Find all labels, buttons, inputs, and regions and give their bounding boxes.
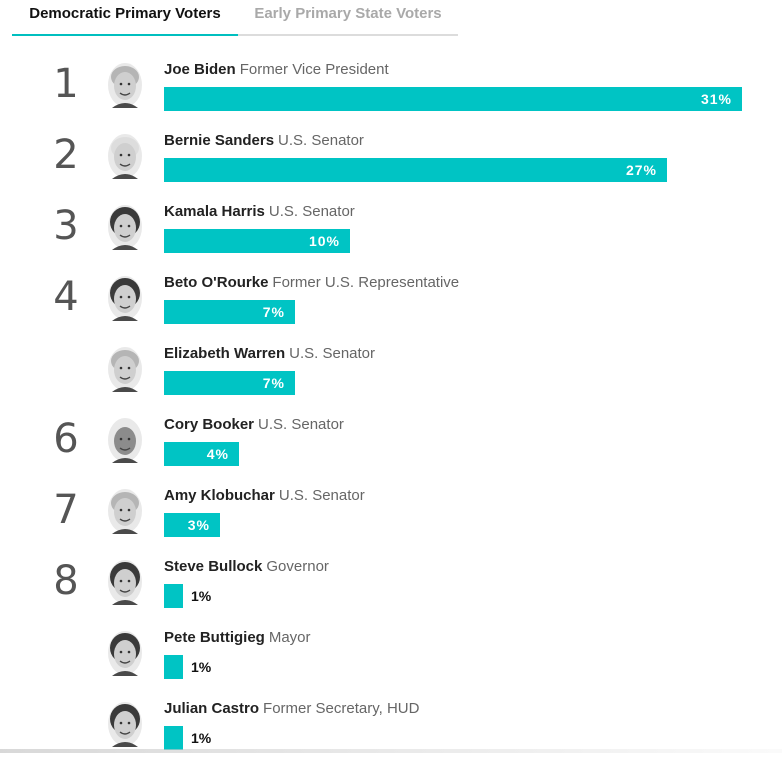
bar-value-label: 7% (262, 304, 285, 320)
candidate-row: Julian Castro Former Secretary, HUD 1% (0, 699, 782, 770)
candidate-name: Bernie Sanders (164, 132, 275, 149)
candidate-name: Steve Bullock (164, 558, 263, 575)
rank-number: 3 (53, 203, 79, 249)
tab-democratic-primary-voters[interactable]: Democratic Primary Voters (12, 0, 238, 36)
candidate-title: Former Secretary, HUD (263, 700, 420, 717)
bar-value-label: 1% (191, 730, 212, 746)
poll-bar: 7% (164, 371, 295, 395)
poll-bar: 4% (164, 442, 239, 466)
candidate-row: 1 Joe Biden Former Vice President 31% (0, 60, 782, 131)
face-white-hair-icon (106, 133, 144, 179)
bar-value-label: 4% (206, 446, 229, 462)
face-light-icon (106, 62, 144, 108)
bar-value-label: 1% (191, 588, 212, 604)
poll-bar: 3% (164, 513, 220, 537)
rank-number: 6 (53, 416, 79, 462)
candidate-name: Elizabeth Warren (164, 345, 286, 362)
candidate-title: Governor (266, 558, 329, 575)
candidate-label: Steve Bullock Governor (164, 557, 329, 577)
poll-bar: 27% (164, 158, 667, 182)
poll-bar: 1% (164, 655, 211, 679)
face-bald-icon (106, 417, 144, 463)
candidate-title: U.S. Senator (258, 416, 344, 433)
poll-bar: 1% (164, 584, 211, 608)
bar-value-label: 10% (308, 233, 340, 249)
candidate-title: Former Vice President (239, 61, 389, 78)
candidate-label: Joe Biden Former Vice President (164, 60, 389, 80)
candidate-title: U.S. Senator (278, 132, 364, 149)
candidate-title: U.S. Senator (268, 203, 355, 220)
candidate-name: Beto O'Rourke (164, 274, 269, 291)
bottom-edge-shadow (0, 749, 782, 753)
bar-value-label: 27% (625, 162, 657, 178)
candidate-row: 2 Bernie Sanders U.S. Senator 27% (0, 131, 782, 202)
face-dark-hair-icon (106, 630, 144, 676)
candidate-title: Former U.S. Representative (272, 274, 460, 291)
candidate-title: Mayor (268, 629, 311, 646)
candidate-row: 3 Kamala Harris U.S. Senator 10% (0, 202, 782, 273)
face-light-icon (106, 346, 144, 392)
tab-bar: Democratic Primary Voters Early Primary … (12, 0, 458, 36)
candidate-name: Pete Buttigieg (164, 629, 265, 646)
candidate-row: 6 Cory Booker U.S. Senator 4% (0, 415, 782, 486)
candidate-name: Amy Klobuchar (164, 487, 275, 504)
candidate-label: Julian Castro Former Secretary, HUD (164, 699, 419, 719)
candidate-name: Julian Castro (164, 700, 260, 717)
rank-number: 8 (53, 558, 79, 604)
poll-bar: 7% (164, 300, 295, 324)
candidate-label: Beto O'Rourke Former U.S. Representative (164, 273, 459, 293)
candidate-label: Bernie Sanders U.S. Senator (164, 131, 364, 151)
face-dark-hair-icon (106, 559, 144, 605)
candidate-row: Pete Buttigieg Mayor 1% (0, 628, 782, 699)
rank-number: 7 (53, 487, 79, 533)
candidate-row: 7 Amy Klobuchar U.S. Senator 3% (0, 486, 782, 557)
poll-bar: 10% (164, 229, 350, 253)
rank-number: 2 (53, 132, 79, 178)
tab-early-primary-state-voters[interactable]: Early Primary State Voters (254, 5, 442, 22)
face-dark-hair-icon (106, 204, 144, 250)
bar-value-label: 7% (262, 375, 285, 391)
face-dark-hair-icon (106, 701, 144, 747)
candidate-row: Elizabeth Warren U.S. Senator 7% (0, 344, 782, 415)
bar-value-label: 3% (187, 517, 210, 533)
bar-value-label: 31% (700, 91, 732, 107)
candidate-title: U.S. Senator (289, 345, 376, 362)
candidate-row: 4 Beto O'Rourke Former U.S. Representative… (0, 273, 782, 344)
candidate-label: Amy Klobuchar U.S. Senator (164, 486, 365, 506)
candidate-label: Kamala Harris U.S. Senator (164, 202, 355, 222)
face-dark-hair-icon (106, 275, 144, 321)
rank-number: 1 (53, 61, 79, 107)
bar-value-label: 1% (191, 659, 212, 675)
candidate-name: Joe Biden (164, 61, 236, 78)
candidate-row: 8 Steve Bullock Governor 1% (0, 557, 782, 628)
poll-bar: 1% (164, 726, 211, 750)
rank-number: 4 (53, 274, 79, 320)
candidate-label: Cory Booker U.S. Senator (164, 415, 344, 435)
candidate-name: Kamala Harris (164, 203, 265, 220)
candidate-label: Elizabeth Warren U.S. Senator (164, 344, 375, 364)
face-light-icon (106, 488, 144, 534)
candidate-label: Pete Buttigieg Mayor (164, 628, 311, 648)
candidate-name: Cory Booker (164, 416, 255, 433)
poll-bar: 31% (164, 87, 742, 111)
candidate-title: U.S. Senator (278, 487, 365, 504)
